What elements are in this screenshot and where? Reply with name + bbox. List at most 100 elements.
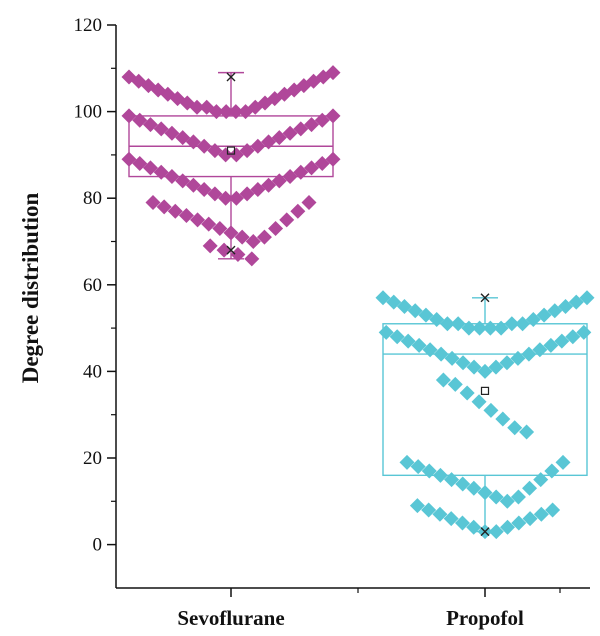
- data-point: [201, 216, 217, 232]
- data-point: [396, 298, 412, 314]
- data-point: [293, 164, 309, 180]
- data-point: [196, 182, 212, 198]
- data-point: [250, 138, 266, 154]
- data-point: [432, 506, 448, 522]
- min-marker: [480, 527, 490, 537]
- plot-area: [121, 65, 595, 540]
- data-point: [421, 502, 437, 518]
- data-point: [389, 329, 405, 345]
- data-point: [432, 467, 448, 483]
- data-point: [185, 134, 201, 150]
- data-point: [325, 151, 341, 167]
- data-point: [510, 489, 526, 505]
- data-point: [164, 125, 180, 141]
- data-point: [511, 515, 527, 531]
- data-point: [439, 316, 455, 332]
- data-point: [466, 480, 482, 496]
- data-point: [454, 515, 470, 531]
- data-point: [444, 472, 460, 488]
- data-point: [279, 212, 295, 228]
- data-point: [386, 294, 402, 310]
- data-point: [207, 143, 223, 159]
- data-points: [121, 65, 341, 267]
- data-point: [461, 320, 477, 336]
- data-point: [500, 519, 516, 535]
- data-point: [477, 485, 493, 501]
- mean-marker: [226, 146, 236, 155]
- data-point: [212, 221, 228, 237]
- data-point: [400, 333, 416, 349]
- data-point: [228, 147, 244, 163]
- data-point: [167, 203, 183, 219]
- data-point: [142, 160, 158, 176]
- data-point: [543, 337, 559, 353]
- data-point: [544, 463, 560, 479]
- data-point: [145, 195, 161, 211]
- data-point: [239, 143, 255, 159]
- data-point: [178, 208, 194, 224]
- data-point: [290, 203, 306, 219]
- data-point: [325, 108, 341, 124]
- data-point: [132, 156, 148, 172]
- data-point: [399, 454, 415, 470]
- data-point: [488, 524, 504, 540]
- data-point: [282, 169, 298, 185]
- y-axis-ticks: 0 20 40 60 80 100 120: [74, 15, 116, 556]
- data-point: [208, 104, 224, 120]
- data-point: [472, 320, 488, 336]
- data-point: [244, 251, 260, 267]
- data-point: [477, 363, 493, 379]
- data-point: [175, 173, 191, 189]
- data-point: [268, 221, 284, 237]
- data-point: [410, 459, 426, 475]
- y-axis-label: Degree distribution: [18, 192, 43, 383]
- max-marker: [226, 72, 236, 82]
- y-tick-label: 120: [74, 15, 103, 36]
- data-point: [522, 480, 538, 496]
- data-point: [519, 424, 535, 440]
- data-point: [444, 350, 460, 366]
- data-point: [142, 117, 158, 133]
- data-point: [304, 117, 320, 133]
- min-marker: [226, 245, 236, 255]
- data-point: [202, 238, 218, 254]
- data-point: [314, 156, 330, 172]
- data-point: [488, 489, 504, 505]
- data-point: [271, 130, 287, 146]
- data-point: [495, 411, 511, 427]
- data-point: [378, 324, 394, 340]
- y-tick-label: 0: [93, 535, 103, 556]
- data-point: [482, 320, 498, 336]
- data-point: [175, 130, 191, 146]
- data-point: [507, 420, 523, 436]
- data-point: [132, 112, 148, 128]
- data-point: [271, 173, 287, 189]
- data-point: [223, 225, 239, 241]
- data-point: [488, 359, 504, 375]
- data-point: [218, 190, 234, 206]
- data-point: [565, 329, 581, 345]
- data-point: [533, 506, 549, 522]
- data-point: [547, 303, 563, 319]
- data-point: [421, 463, 437, 479]
- data-point: [314, 112, 330, 128]
- data-point: [504, 316, 520, 332]
- data-point: [121, 108, 137, 124]
- data-point: [164, 169, 180, 185]
- data-point: [301, 195, 317, 211]
- y-tick-label: 80: [83, 188, 102, 209]
- data-point: [228, 190, 244, 206]
- x-category-label: Propofol: [446, 606, 524, 630]
- data-point: [515, 316, 531, 332]
- data-point: [545, 502, 561, 518]
- data-point: [483, 402, 499, 418]
- data-point: [304, 160, 320, 176]
- max-marker: [480, 293, 490, 303]
- data-point: [375, 290, 391, 306]
- data-point: [282, 125, 298, 141]
- y-tick-label: 40: [83, 361, 102, 382]
- y-tick-label: 100: [74, 102, 103, 123]
- data-point: [455, 476, 471, 492]
- data-point: [189, 99, 205, 115]
